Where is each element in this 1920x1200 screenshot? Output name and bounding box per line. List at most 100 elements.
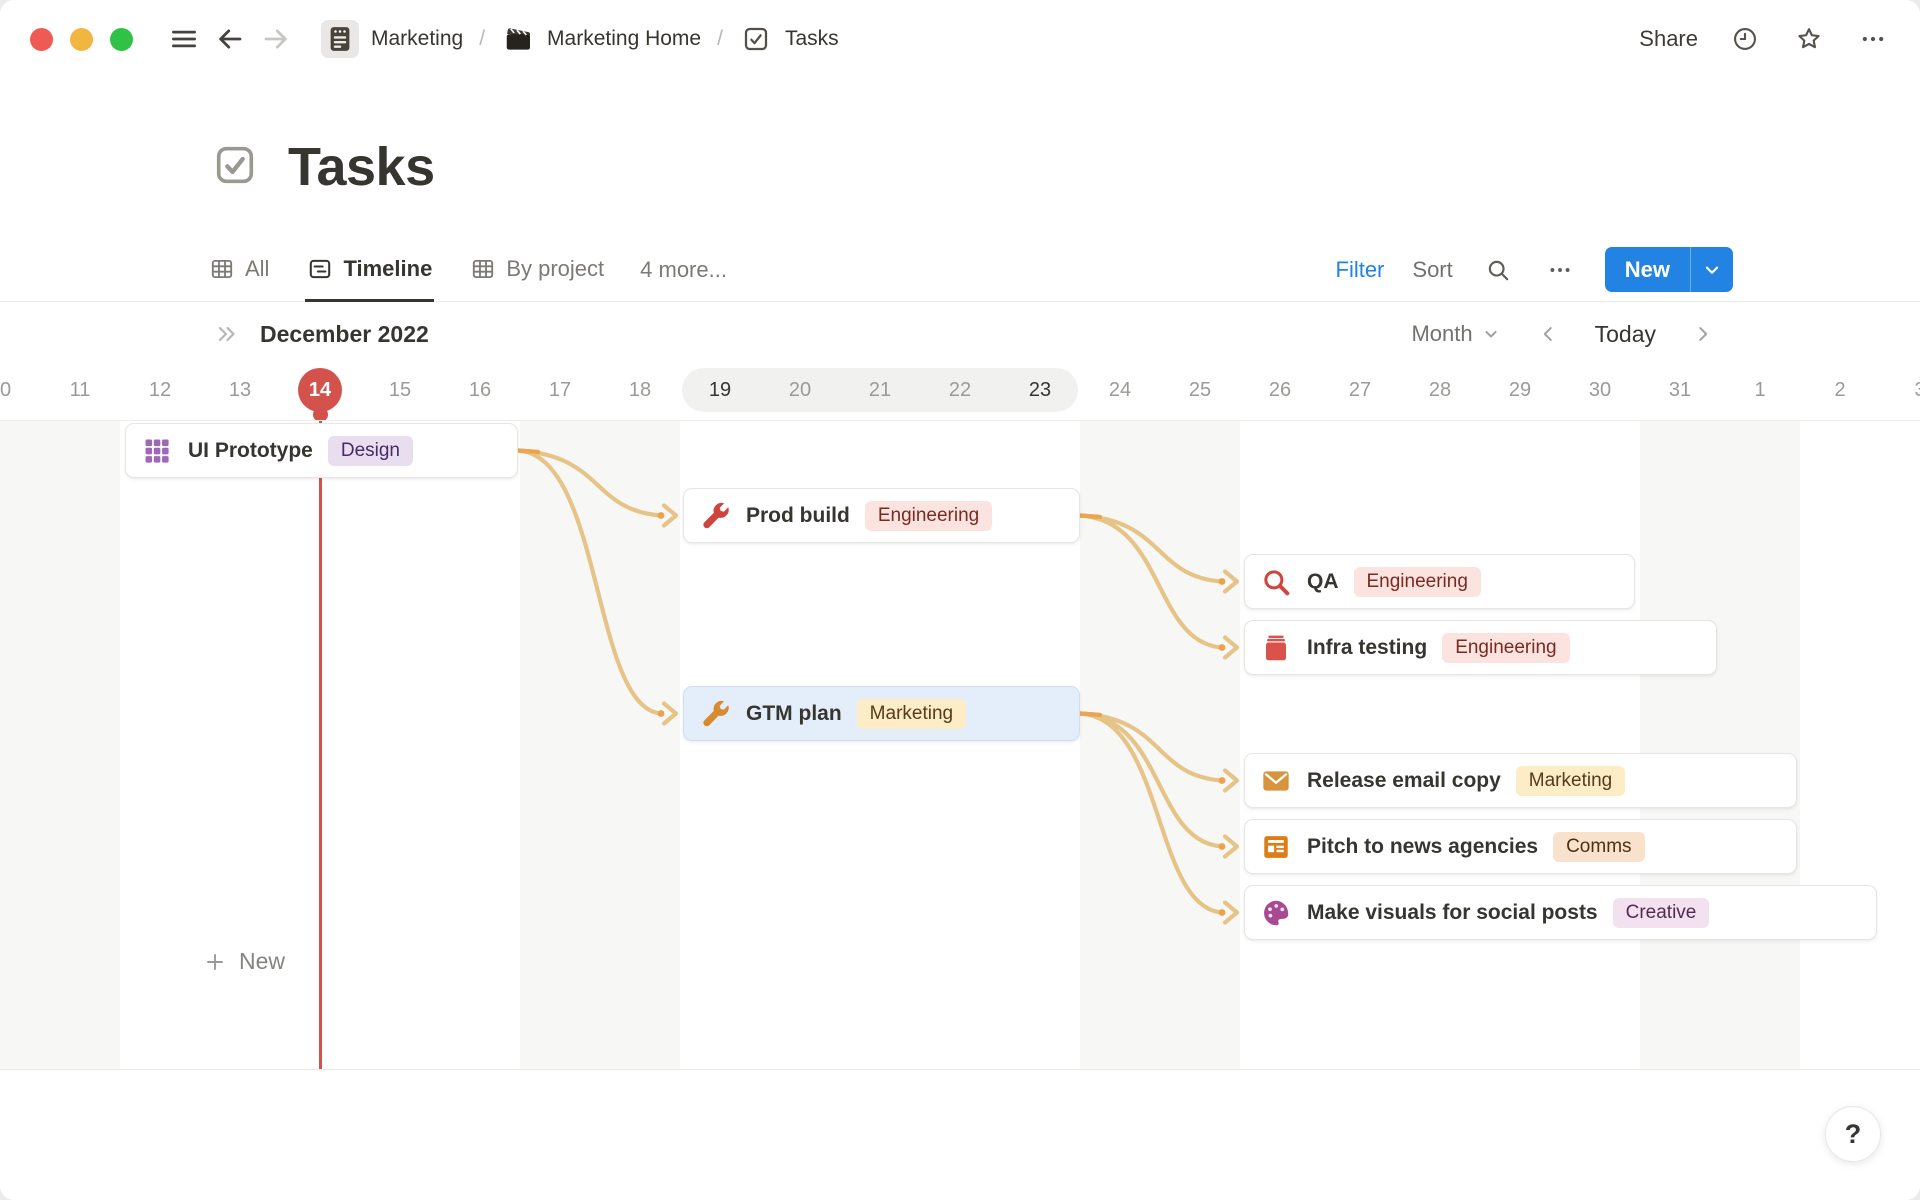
date-cell-2[interactable]: 2 (1834, 378, 1846, 401)
new-task-row-button[interactable]: New (203, 948, 285, 975)
weekend-stripe (1080, 421, 1240, 1069)
table-icon (470, 256, 496, 282)
clock-icon[interactable] (1728, 22, 1762, 56)
task-card-infra-testing[interactable]: Infra testing Engineering (1244, 620, 1717, 675)
breadcrumb-label: Marketing Home (547, 27, 702, 50)
date-cell-22[interactable]: 22 (948, 378, 972, 401)
tab-all[interactable]: All (207, 238, 271, 302)
new-task-row-label: New (239, 948, 286, 974)
new-button[interactable]: New (1604, 247, 1733, 292)
new-button-chevron-icon[interactable] (1691, 247, 1733, 292)
task-card-prod-build[interactable]: Prod build Engineering (683, 488, 1080, 543)
page-title[interactable]: Tasks (288, 137, 435, 197)
task-card-ui-prototype[interactable]: UI Prototype Design (125, 423, 518, 478)
back-icon[interactable] (213, 22, 247, 56)
task-team-tag: Engineering (1442, 632, 1570, 663)
minimize-window-button[interactable] (70, 27, 93, 51)
date-cell-31[interactable]: 31 (1668, 378, 1692, 401)
palette-icon (1260, 897, 1292, 929)
timeline-today-button[interactable]: Today (1594, 320, 1656, 347)
task-card-make-visuals[interactable]: Make visuals for social posts Creative (1244, 885, 1877, 940)
date-cell-28[interactable]: 28 (1428, 378, 1452, 401)
date-cell-13[interactable]: 13 (228, 378, 252, 401)
date-cell-18[interactable]: 18 (628, 378, 652, 401)
date-cell-15[interactable]: 15 (388, 378, 412, 401)
date-cell-12[interactable]: 12 (148, 378, 172, 401)
breadcrumb-label: Tasks (784, 27, 839, 50)
breadcrumb: Marketing / Marketing Home / Tasks (321, 20, 839, 58)
tab-timeline[interactable]: Timeline (305, 238, 435, 302)
breadcrumb-item-marketing-home[interactable]: Marketing Home (501, 22, 701, 56)
timeline-prev-icon[interactable] (1531, 317, 1565, 351)
view-toolbar: All Timeline By project 4 more... Filter So… (0, 238, 1920, 302)
forward-icon[interactable] (259, 22, 293, 56)
filter-button[interactable]: Filter (1335, 256, 1385, 282)
task-title: Make visuals for social posts (1307, 900, 1598, 924)
topbar: Marketing / Marketing Home / Tasks Share (0, 0, 1920, 78)
view-tabs: All Timeline By project 4 more... (207, 238, 727, 302)
date-cell-21[interactable]: 21 (868, 378, 892, 401)
new-button-label[interactable]: New (1624, 256, 1670, 282)
task-card-pitch-news[interactable]: Pitch to news agencies Comms (1244, 819, 1797, 874)
timeline-scale-label: Month (1411, 321, 1473, 346)
plus-icon (203, 950, 227, 974)
breadcrumb-item-tasks[interactable]: Tasks (739, 22, 839, 56)
date-cell-26[interactable]: 26 (1268, 378, 1292, 401)
date-cell-30[interactable]: 30 (1588, 378, 1612, 401)
date-cell-27[interactable]: 27 (1348, 378, 1372, 401)
sort-button[interactable]: Sort (1412, 256, 1453, 282)
timeline-scale-select[interactable]: Month (1411, 321, 1500, 347)
today-date-badge: 14 (298, 368, 342, 412)
task-title: Release email copy (1307, 768, 1501, 792)
date-cell-3[interactable]: 3 (1880, 368, 1920, 412)
date-cell-11[interactable]: 11 (69, 378, 91, 401)
timeline-next-icon[interactable] (1686, 317, 1720, 351)
task-card-release-email[interactable]: Release email copy Marketing (1244, 753, 1797, 808)
wrench-icon (699, 698, 731, 730)
zoom-window-button[interactable] (110, 27, 133, 51)
tab-more[interactable]: 4 more... (640, 256, 727, 282)
date-cell-23[interactable]: 23 (1028, 378, 1052, 401)
timeline-icon (307, 256, 333, 282)
date-cell-16[interactable]: 16 (468, 378, 492, 401)
date-cell-1[interactable]: 1 (1754, 378, 1766, 401)
breadcrumb-item-marketing[interactable]: Marketing (321, 20, 463, 58)
task-card-gtm-plan[interactable]: GTM plan Marketing (683, 686, 1080, 741)
task-team-tag: Marketing (1515, 765, 1626, 796)
clapperboard-icon (501, 22, 535, 56)
close-window-button[interactable] (30, 27, 53, 51)
date-cell-19[interactable]: 19 (708, 378, 732, 401)
task-title: GTM plan (746, 701, 842, 725)
expand-timeline-icon[interactable] (210, 317, 244, 351)
date-cell-17[interactable]: 17 (548, 378, 572, 401)
date-cell-29[interactable]: 29 (1508, 378, 1532, 401)
tab-by-project[interactable]: By project (468, 238, 606, 302)
share-button[interactable]: Share (1639, 26, 1698, 51)
breadcrumb-label: Marketing (371, 27, 464, 50)
star-icon[interactable] (1792, 22, 1826, 56)
weekend-stripe (520, 421, 680, 1069)
toolbar-more-icon[interactable] (1543, 253, 1577, 287)
title-row: Tasks (0, 78, 1920, 238)
task-team-tag: Engineering (1353, 566, 1481, 597)
timeline-canvas: New UI Prototype Design Prod build Engineer… (0, 420, 1920, 1070)
sidebar-toggle-icon[interactable] (167, 22, 201, 56)
checkbox-icon (739, 22, 773, 56)
timeline-month-title: December 2022 (260, 320, 429, 347)
date-cell-20[interactable]: 20 (788, 378, 812, 401)
tab-label: All (245, 255, 270, 281)
search-icon[interactable] (1481, 253, 1515, 287)
new-button-divider (1690, 247, 1691, 292)
breadcrumb-separator: / (717, 27, 723, 50)
date-cell-25[interactable]: 25 (1188, 378, 1212, 401)
more-icon[interactable] (1856, 22, 1890, 56)
task-card-qa[interactable]: QA Engineering (1244, 554, 1635, 609)
date-cell-14[interactable]: 14 (280, 368, 360, 412)
date-cell-10[interactable]: 10 (0, 378, 12, 401)
calendar-icon (321, 20, 359, 58)
help-button[interactable]: ? (1825, 1106, 1881, 1162)
breadcrumb-separator: / (479, 27, 486, 50)
date-cell-24[interactable]: 24 (1108, 378, 1132, 401)
weekend-stripe (1640, 421, 1800, 1069)
